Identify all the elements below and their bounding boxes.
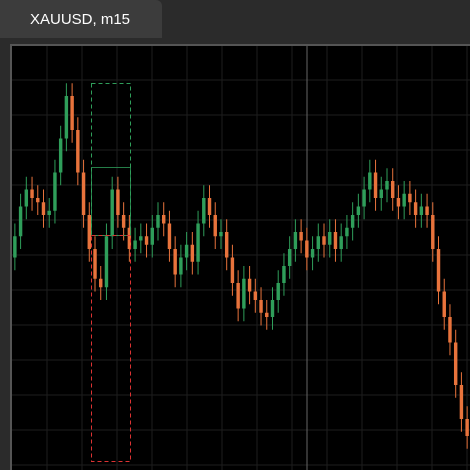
candle-body	[356, 206, 361, 215]
stop-loss-zone	[91, 235, 131, 462]
candle-body	[453, 342, 458, 385]
candle-body	[339, 236, 343, 249]
candle-body	[156, 215, 160, 228]
candle-body	[161, 215, 166, 224]
candle-body	[322, 236, 326, 245]
candle-body	[219, 232, 223, 237]
candle-body	[116, 189, 120, 215]
candle-body	[236, 283, 240, 309]
candle-body	[127, 227, 132, 249]
candle-body	[110, 189, 114, 237]
candle-body	[293, 232, 298, 249]
candle-body	[431, 215, 435, 249]
candle-body	[76, 130, 80, 173]
candle-body	[436, 249, 441, 292]
candle-body	[328, 232, 332, 245]
candle-body	[379, 189, 383, 198]
candle-body	[81, 172, 86, 215]
candle-body	[104, 236, 109, 288]
candle-body	[276, 283, 280, 300]
candle-body	[64, 96, 69, 139]
candle-body	[30, 189, 34, 198]
chart-panel	[10, 44, 470, 470]
candle-body	[230, 257, 235, 283]
candle-body	[139, 236, 143, 241]
candle-body	[242, 278, 246, 309]
candle-body	[299, 232, 303, 241]
candle-body	[99, 278, 103, 288]
candle-body	[53, 172, 57, 211]
candle-body	[465, 419, 469, 436]
candle-body	[259, 300, 263, 313]
candle-body	[184, 244, 189, 258]
candle-body	[345, 227, 349, 237]
candle-body	[253, 291, 258, 300]
candle-body	[18, 206, 23, 237]
candle-body	[413, 202, 418, 215]
candle-body	[202, 198, 206, 224]
candle-body	[305, 240, 309, 258]
candles	[13, 83, 469, 449]
candle-body	[419, 206, 424, 215]
candle-body	[282, 266, 286, 283]
candle-body	[173, 249, 177, 275]
candle-body	[36, 198, 40, 203]
candle-body	[179, 257, 183, 275]
chart-tab[interactable]: XAUUSD, m15	[0, 0, 162, 38]
candle-body	[402, 193, 406, 207]
candle-body	[448, 317, 452, 343]
candle-body	[316, 236, 321, 249]
candle-body	[270, 300, 275, 317]
candle-body	[87, 215, 92, 249]
candle-body	[362, 189, 366, 207]
candle-body	[265, 312, 269, 317]
candle-body	[408, 193, 412, 203]
candle-body	[58, 138, 63, 173]
candle-body	[442, 291, 446, 317]
candle-body	[373, 172, 378, 198]
candle-body	[150, 227, 154, 245]
candle-body	[13, 236, 17, 258]
candle-body	[425, 206, 429, 215]
candle-body	[41, 202, 46, 215]
candle-body	[196, 223, 200, 262]
candle-body	[310, 249, 315, 258]
candle-body	[121, 215, 126, 228]
candle-body	[350, 215, 355, 228]
grid	[12, 46, 470, 470]
candle-body	[93, 249, 97, 279]
candle-body	[167, 223, 172, 249]
candle-body	[24, 189, 29, 207]
candle-body	[190, 244, 195, 262]
candle-body	[385, 181, 389, 190]
candle-body	[287, 249, 292, 266]
candle-body	[333, 232, 338, 249]
candle-body	[133, 240, 137, 249]
candle-body	[390, 181, 395, 198]
candle-body	[144, 236, 149, 245]
candle-body	[224, 232, 229, 258]
candle-body	[47, 210, 51, 215]
candle-body	[207, 198, 212, 215]
candle-body	[70, 96, 74, 130]
candle-body	[213, 215, 217, 237]
candle-body	[396, 198, 401, 207]
candle-body	[247, 278, 252, 292]
candle-body	[459, 385, 464, 419]
candle-body	[368, 172, 372, 190]
entry-zone	[91, 167, 131, 236]
